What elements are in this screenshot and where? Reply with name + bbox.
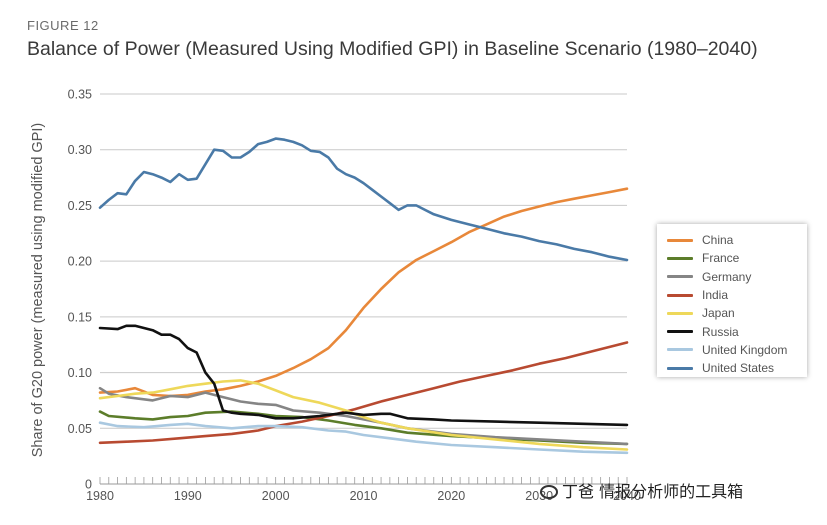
legend-swatch — [667, 366, 693, 370]
series-line-united-kingdom — [98, 421, 629, 455]
y-axis-ticks: 0 0.05 0.10 0.15 0.20 0.25 0.30 0.35 — [68, 88, 92, 492]
y-tick-label: 0.05 — [68, 422, 92, 436]
y-tick-label: 0.25 — [68, 199, 92, 213]
y-tick-label: 0.35 — [68, 88, 92, 102]
legend-item-china: China — [667, 231, 807, 249]
x-tick-label: 1980 — [86, 489, 114, 503]
y-tick-label: 0.20 — [68, 255, 92, 269]
legend-label: France — [702, 251, 740, 266]
legend-swatch — [667, 293, 693, 297]
legend-label: United Kingdom — [702, 342, 788, 357]
y-tick-label: 0.30 — [68, 143, 92, 157]
legend-swatch — [667, 256, 693, 260]
legend-item-united-kingdom: United Kingdom — [667, 341, 807, 359]
x-tick-label: 2040 — [613, 489, 641, 503]
y-tick-label: 0.10 — [68, 366, 92, 380]
legend-swatch — [667, 238, 693, 242]
legend-item-russia: Russia — [667, 322, 807, 340]
y-tick-label: 0.15 — [68, 310, 92, 324]
legend-item-france: France — [667, 249, 807, 267]
legend-item-united-states: United States — [667, 359, 807, 377]
watermark-text: 丁爸 情报分析师的工具箱 — [562, 482, 744, 501]
y-tick-label: 0 — [85, 478, 92, 492]
legend-item-japan: Japan — [667, 304, 807, 322]
x-tick-label: 1990 — [174, 489, 202, 503]
legend-label: Japan — [702, 306, 735, 321]
x-tick-label: 2020 — [437, 489, 465, 503]
x-tick-label: 2000 — [262, 489, 290, 503]
legend-item-germany: Germany — [667, 268, 807, 286]
legend-swatch — [667, 348, 693, 352]
series-line-india — [98, 341, 629, 445]
series-line-japan — [98, 379, 629, 451]
legend-label: Russia — [702, 324, 739, 339]
legend-label: India — [702, 288, 729, 303]
legend-swatch — [667, 330, 693, 334]
wechat-icon — [540, 485, 558, 499]
watermark: 丁爸 情报分析师的工具箱 — [540, 478, 743, 502]
legend-label: United States — [702, 361, 775, 376]
series-line-germany — [98, 386, 629, 446]
legend-swatch — [667, 311, 693, 315]
series-line-russia — [98, 324, 629, 427]
y-axis-label: Share of G20 power (measured using modif… — [30, 123, 46, 457]
legend-label: Germany — [702, 269, 752, 284]
series-lines — [98, 137, 629, 455]
legend-item-india: India — [667, 286, 807, 304]
legend-swatch — [667, 275, 693, 279]
figure-label: FIGURE 12 — [27, 18, 99, 33]
chart-title: Balance of Power (Measured Using Modifie… — [27, 38, 758, 60]
x-tick-label: 2010 — [350, 489, 378, 503]
legend-label: China — [702, 233, 734, 248]
series-line-china — [98, 187, 629, 398]
series-line-united-states — [98, 137, 629, 262]
chart-legend: China France Germany India Japan Russia United… — [657, 224, 807, 377]
